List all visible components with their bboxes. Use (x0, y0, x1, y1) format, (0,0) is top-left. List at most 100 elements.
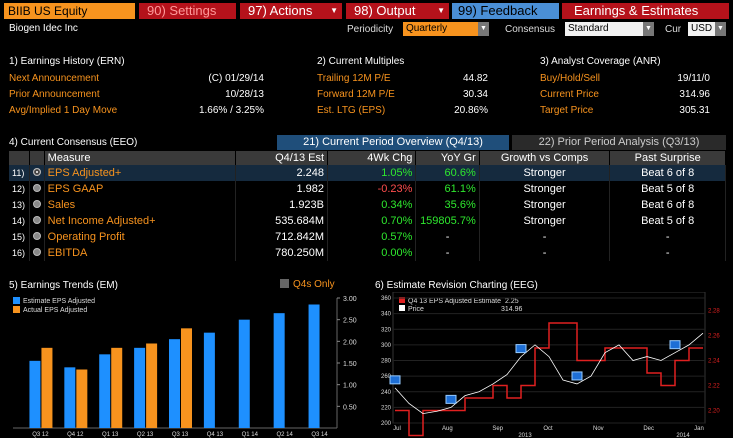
row-radio[interactable] (29, 229, 45, 245)
table-row[interactable]: 16) EBITDA 780.250M 0.00% - - - (9, 245, 726, 261)
x-tick-label: Sep (492, 426, 503, 432)
bar-estimate[interactable] (238, 319, 250, 428)
event-marker[interactable] (445, 394, 457, 404)
radio-icon[interactable] (32, 168, 41, 176)
current-price-value: 314.96 (679, 89, 710, 100)
x-tick-label: Jul (393, 426, 401, 432)
event-marker[interactable] (515, 344, 527, 354)
earnings-history-section: 1) Earnings History (ERN) Next Announcem… (9, 56, 264, 121)
left-tick-label: 340 (381, 312, 392, 318)
row-radio[interactable] (29, 197, 45, 213)
ticker-field[interactable]: BIIB US Equity (4, 3, 135, 19)
event-marker[interactable] (571, 371, 583, 381)
periodicity-select[interactable]: Quarterly ▼ (403, 22, 489, 36)
bar-estimate[interactable] (29, 360, 41, 428)
bar-actual[interactable] (41, 347, 53, 428)
right-tick-label: 2.24 (708, 359, 720, 365)
right-tick-label: 2.26 (708, 334, 720, 340)
current-consensus-title[interactable]: 4) Current Consensus (EEO) (9, 137, 138, 148)
past-surprise-cell: - (609, 229, 726, 245)
header-yoy[interactable]: YoY Gr (415, 151, 480, 165)
current-price-label: Current Price (540, 89, 599, 100)
tab-current-period[interactable]: 21) Current Period Overview (Q4/13) (277, 135, 509, 150)
past-surprise-cell: Beat 6 of 8 (609, 165, 726, 181)
measure-cell[interactable]: EBITDA (44, 245, 236, 261)
row-number: 13) (9, 197, 30, 213)
actions-button[interactable]: 97) Actions ▼ (240, 3, 342, 19)
bar-actual[interactable] (111, 347, 123, 428)
header-radio (29, 151, 45, 165)
bar-estimate[interactable] (134, 347, 146, 428)
bar-estimate[interactable] (169, 339, 180, 428)
x-tick-label: Nov (593, 426, 604, 432)
radio-icon[interactable] (32, 232, 41, 240)
earnings-history-title[interactable]: 1) Earnings History (ERN) (9, 56, 125, 67)
measure-cell[interactable]: Net Income Adjusted+ (44, 213, 236, 229)
event-marker[interactable] (389, 375, 401, 385)
measure-cell[interactable]: Operating Profit (44, 229, 236, 245)
consensus-value: Standard (568, 23, 609, 34)
table-row[interactable]: 12) EPS GAAP 1.982 -0.23% 61.1% Stronger Beat … (9, 181, 726, 197)
bar-actual[interactable] (76, 369, 88, 429)
x-tick-label: Oct (543, 426, 553, 432)
output-button[interactable]: 98) Output ▼ (346, 3, 449, 19)
left-tick-label: 200 (381, 421, 392, 427)
radio-icon[interactable] (32, 216, 41, 224)
x-tick-label: Q1 14 (242, 432, 259, 438)
radio-icon[interactable] (32, 184, 41, 192)
analyst-coverage-title[interactable]: 3) Analyst Coverage (ANR) (540, 56, 661, 67)
radio-icon[interactable] (32, 200, 41, 208)
current-multiples-title[interactable]: 2) Current Multiples (317, 56, 405, 67)
yoy-growth-cell: 35.6% (415, 197, 480, 213)
header-est[interactable]: Q4/13 Est (235, 151, 329, 165)
bar-estimate[interactable] (64, 367, 76, 428)
revision-charting-title[interactable]: 6) Estimate Revision Charting (EEG) (375, 280, 538, 291)
row-radio[interactable] (29, 245, 45, 261)
kv-row: Prior Announcement 10/28/13 (9, 89, 264, 105)
bar-estimate[interactable] (99, 354, 111, 428)
table-row[interactable]: 11) EPS Adjusted+ 2.248 1.05% 60.6% Stronger B… (9, 165, 726, 181)
kv-row: Buy/Hold/Sell 19/11/0 (540, 73, 710, 89)
header-num (9, 151, 30, 165)
row-radio[interactable] (29, 181, 45, 197)
bar-estimate[interactable] (273, 313, 285, 428)
yoy-growth-cell: - (415, 245, 480, 261)
bar-estimate[interactable] (308, 304, 320, 429)
top-bar: BIIB US Equity 90) Settings 97) Actions ▼… (0, 0, 733, 20)
row-number: 11) (9, 165, 30, 181)
analyst-coverage-section: 3) Analyst Coverage (ANR) Buy/Hold/Sell 1… (540, 56, 710, 121)
past-surprise-cell: Beat 6 of 8 (609, 197, 726, 213)
periodicity-label: Periodicity (347, 24, 394, 35)
consensus-select[interactable]: Standard ▼ (565, 22, 654, 36)
settings-button[interactable]: 90) Settings (139, 3, 236, 19)
table-row[interactable]: 13) Sales 1.923B 0.34% 35.6% Stronger Beat 6 o… (9, 197, 726, 213)
legend-value-estimate: 2.25 (505, 298, 519, 305)
estimate-cell: 535.684M (235, 213, 329, 229)
header-measure[interactable]: Measure (44, 151, 236, 165)
tab-prior-period[interactable]: 22) Prior Period Analysis (Q3/13) (512, 135, 726, 150)
radio-icon[interactable] (32, 248, 41, 256)
bar-actual[interactable] (146, 343, 158, 429)
row-radio[interactable] (29, 213, 45, 229)
bar-actual[interactable] (181, 328, 192, 428)
measure-cell[interactable]: EPS Adjusted+ (44, 165, 236, 181)
table-row[interactable]: 15) Operating Profit 712.842M 0.57% - - - (9, 229, 726, 245)
header-past-surprise[interactable]: Past Surprise (609, 151, 726, 165)
event-marker[interactable] (669, 340, 681, 350)
measure-cell[interactable]: Sales (44, 197, 236, 213)
currency-select[interactable]: USD ▼ (688, 22, 726, 36)
next-announcement-value: (C) 01/29/14 (208, 73, 264, 84)
table-row[interactable]: 14) Net Income Adjusted+ 535.684M 0.70% 1598… (9, 213, 726, 229)
earnings-trends-title[interactable]: 5) Earnings Trends (EM) (9, 280, 118, 291)
y-tick-label: 3.00 (343, 296, 357, 303)
legend-label-actual: Actual EPS Adjusted (23, 307, 87, 314)
q4s-only-toggle[interactable]: Q4s Only (280, 279, 335, 290)
measure-cell[interactable]: EPS GAAP (44, 181, 236, 197)
row-radio[interactable] (29, 165, 45, 181)
header-4wk-chg[interactable]: 4Wk Chg (327, 151, 417, 165)
right-tick-label: 2.22 (708, 384, 720, 390)
header-growth-comps[interactable]: Growth vs Comps (479, 151, 611, 165)
bar-estimate[interactable] (203, 332, 215, 428)
feedback-button[interactable]: 99) Feedback (452, 3, 559, 19)
revision-chart-svg: Q4 13 EPS Adjusted Estimate 2.25 Price 3… (381, 291, 720, 438)
